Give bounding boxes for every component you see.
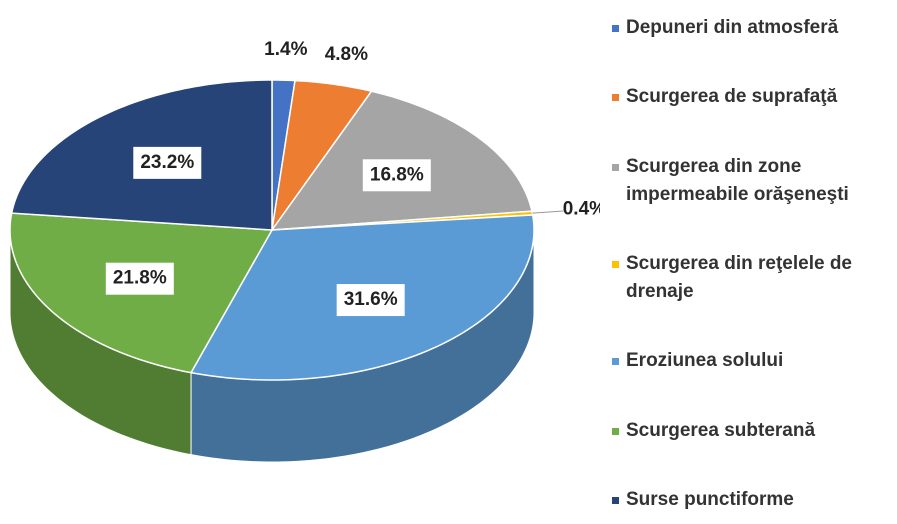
legend-swatch <box>612 358 619 366</box>
legend-label: Scurgerea de suprafaţă <box>626 86 838 108</box>
leader-line <box>532 210 564 214</box>
legend-label: Surse punctiforme <box>626 488 794 510</box>
legend-swatch <box>612 94 619 102</box>
data-label: 1.4% <box>264 39 307 60</box>
legend-swatch <box>612 260 619 268</box>
slice <box>271 79 373 231</box>
data-label: 23.2% <box>140 152 194 173</box>
legend-item: Surse punctiforme <box>612 486 892 514</box>
legend-item: Scurgerea din reţelele de drenaje <box>612 250 892 306</box>
legend-label: Scurgerea din zone impermeabile orăşeneş… <box>626 155 849 205</box>
label-box <box>336 284 405 317</box>
legend-item: Scurgerea subterană <box>612 417 892 445</box>
label-box <box>362 159 431 192</box>
label-box <box>133 146 202 179</box>
legend-label: Depuneri din atmosferă <box>626 17 839 38</box>
label-box <box>105 262 174 295</box>
data-label: 4.8% <box>325 44 368 65</box>
legend-label: Scurgerea din reţelele de drenaje <box>626 252 852 302</box>
data-label: 0.4% <box>563 199 600 220</box>
data-label: 31.6% <box>344 289 398 310</box>
legend-item: Scurgerea de suprafaţă <box>612 83 892 111</box>
data-label: 16.8% <box>370 164 424 185</box>
legend-item: Scurgerea din zone impermeabile orăşeneş… <box>612 153 892 209</box>
data-label: 21.8% <box>113 268 167 289</box>
legend-swatch <box>612 496 619 504</box>
legend-label: Eroziunea solului <box>626 350 784 372</box>
legend-swatch <box>612 163 619 171</box>
legend: Depuneri din atmosferă Scurgerea de supra… <box>612 14 892 514</box>
legend-label: Scurgerea subterană <box>626 419 816 441</box>
legend-item: Depuneri din atmosferă <box>612 14 892 42</box>
legend-swatch <box>612 25 619 32</box>
legend-swatch <box>612 427 619 435</box>
pie-area: 1.4% 4.8% 16.8% 0.4% 31.6% 21.8% 23.2% <box>9 39 600 463</box>
legend-item: Eroziunea solului <box>612 347 892 375</box>
